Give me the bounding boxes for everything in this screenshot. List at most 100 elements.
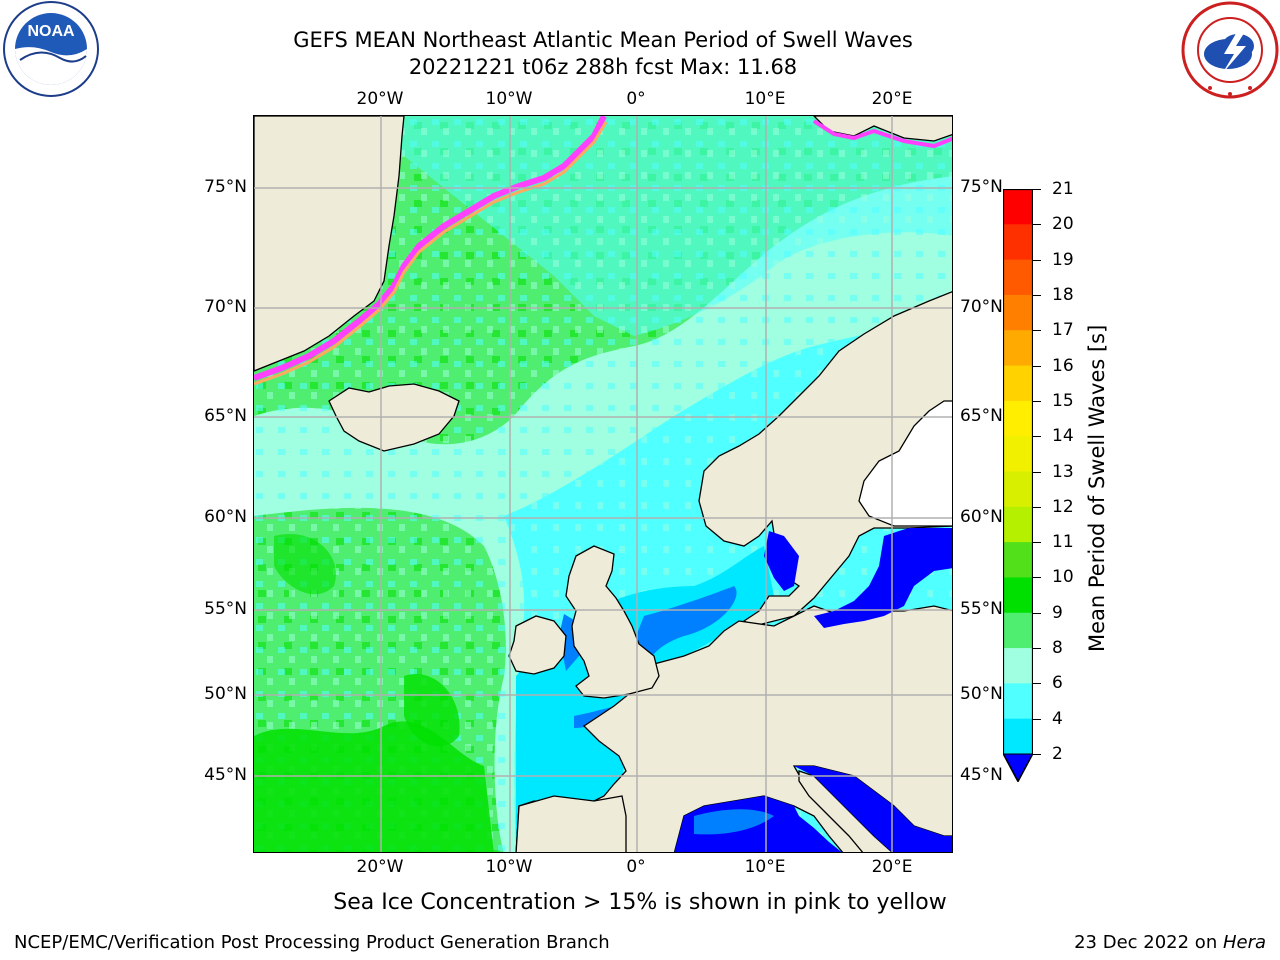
lat-tick-right-5: 55°N	[960, 599, 1003, 619]
colorbar-tick-label: 20	[1052, 214, 1074, 235]
lon-tick-bottom-4: 10°E	[744, 857, 786, 877]
colorbar-swatch	[1003, 506, 1033, 543]
lon-tick-top-3: 0°	[626, 89, 646, 109]
colorbar-tick-mark	[1033, 754, 1041, 755]
colorbar-swatch	[1003, 189, 1033, 225]
colorbar-tick-mark	[1033, 683, 1041, 685]
continental-europe	[515, 605, 952, 852]
baltic-sea	[764, 528, 952, 628]
lon-tick-bottom-3: 0°	[626, 857, 646, 877]
colorbar-tick-label: 4	[1052, 708, 1063, 729]
colorbar-swatch	[1003, 577, 1033, 614]
lat-tick-left-2: 70°N	[204, 297, 247, 317]
colorbar-tick-label: 9	[1052, 602, 1063, 623]
lat-tick-right-1: 75°N	[960, 177, 1003, 197]
colorbar-tick-label: 21	[1052, 179, 1074, 199]
swell-period-map	[254, 116, 952, 852]
colorbar-swatch	[1003, 612, 1033, 649]
colorbar-swatch	[1003, 400, 1033, 437]
colorbar-tick-mark	[1033, 400, 1041, 402]
colorbar-tick-label: 10	[1052, 567, 1074, 588]
colorbar-swatch	[1003, 542, 1033, 578]
colorbar-tick-mark	[1033, 189, 1041, 190]
colorbar-tick-label: 14	[1052, 426, 1074, 447]
colorbar-tick-label: 18	[1052, 284, 1074, 305]
colorbar-tick-mark	[1033, 224, 1041, 226]
colorbar-swatch	[1003, 471, 1033, 508]
colorbar-tick-mark	[1033, 506, 1041, 508]
colorbar-tick-label: 8	[1052, 638, 1063, 659]
footer-credit: NCEP/EMC/Verification Post Processing Pr…	[14, 932, 610, 953]
lat-tick-left-3: 65°N	[204, 406, 247, 426]
colorbar-tick-label: 13	[1052, 461, 1074, 482]
noaa-logo: NOAA	[0, 0, 104, 98]
colorbar-swatches	[1002, 188, 1034, 784]
colorbar-swatch	[1003, 294, 1033, 331]
colorbar-tick-label: 19	[1052, 249, 1074, 270]
lat-tick-left-6: 50°N	[204, 684, 247, 704]
lat-tick-right-6: 50°N	[960, 684, 1003, 704]
colorbar-swatch	[1003, 259, 1033, 296]
colorbar-extend-arrow	[1002, 753, 1034, 784]
colorbar-tick-label: 2	[1052, 744, 1063, 764]
lon-tick-bottom-1: 20°W	[356, 857, 404, 877]
colorbar-swatch	[1003, 365, 1033, 402]
colorbar-tick-mark	[1033, 612, 1041, 614]
colorbar-swatch	[1003, 330, 1033, 367]
lat-tick-left-4: 60°N	[204, 507, 247, 527]
colorbar-tick-label: 11	[1052, 532, 1074, 553]
colorbar-tick-mark	[1033, 718, 1041, 720]
lat-tick-right-7: 45°N	[960, 765, 1003, 785]
colorbar-tick-mark	[1033, 365, 1041, 367]
lon-tick-top-4: 10°E	[744, 89, 786, 109]
colorbar-label: Mean Period of Swell Waves [s]	[1085, 324, 1109, 652]
colorbar-tick-mark	[1033, 648, 1041, 650]
mediterranean-sea	[674, 766, 952, 852]
colorbar-tick-label: 15	[1052, 390, 1074, 411]
chart-subtitle: 20221221 t06z 288h fcst Max: 11.68	[408, 55, 798, 79]
colorbar-tick-mark	[1033, 294, 1041, 296]
colorbar-tick-label: 17	[1052, 320, 1074, 341]
ocean-band-10-11s	[254, 721, 494, 852]
iberia	[515, 795, 627, 852]
colorbar-swatch	[1003, 436, 1033, 472]
colorbar	[1002, 188, 1034, 784]
colorbar-swatch	[1003, 683, 1033, 720]
lon-tick-bottom-5: 20°E	[871, 857, 913, 877]
map-panel	[253, 115, 953, 853]
sea-ice-note: Sea Ice Concentration > 15% is shown in …	[333, 890, 947, 915]
colorbar-tick-mark	[1033, 330, 1041, 332]
lat-tick-left-5: 55°N	[204, 599, 247, 619]
lat-tick-left-1: 75°N	[204, 177, 247, 197]
colorbar-tick-mark	[1033, 577, 1041, 579]
graticule	[254, 116, 952, 852]
lon-tick-top-2: 10°W	[485, 89, 533, 109]
colorbar-tick-mark	[1033, 259, 1041, 261]
footer-date: 23 Dec 2022 on Hera	[1074, 932, 1266, 953]
colorbar-tick-label: 12	[1052, 496, 1074, 517]
colorbar-swatch	[1003, 718, 1033, 755]
colorbar-swatch	[1003, 648, 1033, 684]
colorbar-tick-mark	[1033, 542, 1041, 544]
sea-ice-edge	[254, 116, 607, 381]
lat-tick-right-3: 65°N	[960, 406, 1003, 426]
chart-title: GEFS MEAN Northeast Atlantic Mean Period…	[293, 28, 913, 52]
great-britain	[565, 545, 660, 699]
ocean-band-2-4s	[626, 586, 737, 676]
colorbar-tick-mark	[1033, 436, 1041, 438]
lon-tick-top-5: 20°E	[871, 89, 913, 109]
nws-logo	[1180, 0, 1280, 100]
noaa-logo-text: NOAA	[27, 23, 75, 40]
colorbar-tick-label: 16	[1052, 355, 1074, 376]
lat-tick-right-2: 70°N	[960, 297, 1003, 317]
lon-tick-bottom-2: 10°W	[485, 857, 533, 877]
footer-date-text: 23 Dec 2022 on	[1074, 932, 1223, 953]
colorbar-border	[1002, 188, 1034, 783]
gulf-of-bothnia	[858, 400, 952, 527]
colorbar-tick-label: 6	[1052, 673, 1063, 694]
colorbar-tick-mark	[1033, 471, 1041, 473]
footer-host: Hera	[1222, 932, 1266, 953]
lon-tick-top-1: 20°W	[356, 89, 404, 109]
colorbar-swatch	[1003, 224, 1033, 261]
lat-tick-left-7: 45°N	[204, 765, 247, 785]
